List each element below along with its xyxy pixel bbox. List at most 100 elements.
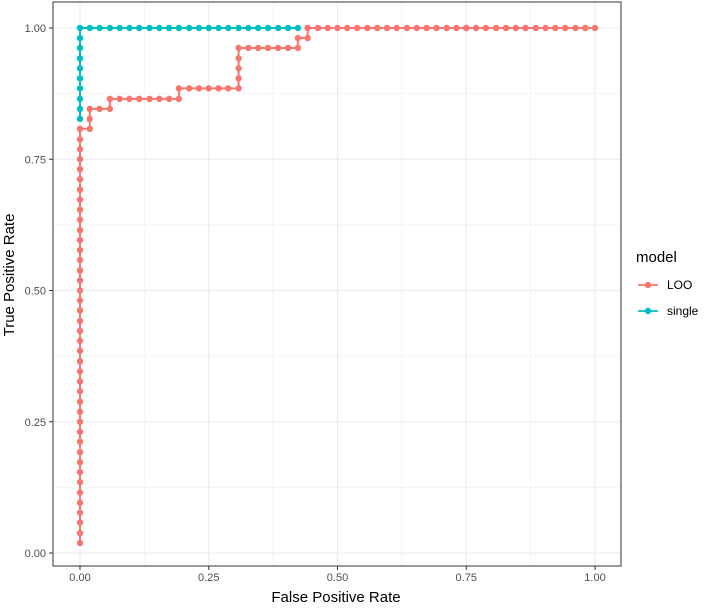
data-point-loo — [582, 24, 589, 32]
data-point-loo — [76, 509, 84, 516]
data-point-loo — [146, 95, 153, 103]
data-point-loo — [156, 95, 163, 103]
data-point-loo — [245, 44, 252, 52]
data-point-loo — [76, 136, 84, 143]
data-point-loo — [76, 438, 84, 445]
data-point-loo — [254, 44, 262, 52]
data-point-loo — [175, 85, 183, 92]
data-point-loo — [86, 125, 93, 132]
data-point-loo — [165, 95, 173, 103]
data-point-loo — [76, 317, 84, 325]
data-point-loo — [76, 256, 84, 264]
data-point-loo — [76, 368, 84, 375]
data-point-loo — [532, 24, 539, 32]
data-point-loo — [383, 24, 391, 32]
data-point-loo — [225, 85, 232, 92]
data-point-loo — [215, 85, 222, 92]
data-point-single — [76, 85, 84, 92]
data-point-loo — [76, 539, 84, 547]
data-point-loo — [393, 24, 400, 32]
data-point-loo — [443, 24, 450, 32]
data-point-loo — [552, 24, 559, 32]
data-point-single — [76, 55, 84, 62]
data-point-loo — [502, 24, 510, 32]
data-point-loo — [185, 85, 193, 92]
data-point-loo — [235, 85, 242, 92]
data-point-loo — [76, 398, 84, 405]
data-point-single — [264, 24, 272, 32]
x-tick-label: 0.50 — [327, 572, 348, 584]
data-point-loo — [136, 95, 143, 103]
data-point-loo — [205, 85, 212, 92]
plot-panel — [53, 2, 621, 566]
data-point-loo — [561, 24, 569, 32]
data-point-loo — [106, 105, 114, 113]
data-point-loo — [294, 34, 302, 42]
data-point-single — [76, 115, 84, 123]
data-point-single — [136, 24, 143, 32]
data-point-single — [76, 24, 84, 32]
data-point-single — [284, 24, 292, 32]
data-point-loo — [76, 156, 84, 163]
data-point-loo — [472, 24, 480, 32]
data-point-single — [146, 24, 153, 32]
data-point-loo — [86, 115, 93, 123]
data-point-loo — [76, 196, 84, 203]
data-point-single — [126, 24, 133, 32]
data-point-loo — [373, 24, 381, 32]
data-point-loo — [334, 24, 341, 32]
data-point-loo — [195, 85, 203, 92]
data-point-single — [76, 95, 84, 103]
data-point-loo — [413, 24, 421, 32]
data-point-loo — [76, 418, 84, 425]
data-point-single — [106, 24, 114, 32]
legend-key-point-single — [644, 307, 652, 315]
data-point-loo — [175, 95, 183, 103]
data-point-single — [185, 24, 193, 32]
data-point-loo — [76, 408, 84, 415]
data-point-loo — [76, 277, 84, 284]
data-point-single — [76, 44, 84, 52]
data-point-loo — [235, 65, 242, 72]
data-point-single — [76, 65, 84, 72]
data-point-loo — [76, 378, 84, 385]
series-loo — [76, 24, 599, 547]
x-tick-label: 0.75 — [456, 572, 477, 584]
y-tick-label: 1.00 — [25, 23, 46, 35]
legend-title: model — [636, 249, 677, 266]
data-point-loo — [324, 24, 331, 32]
data-point-loo — [76, 125, 84, 132]
data-point-loo — [76, 458, 84, 466]
data-point-single — [76, 34, 84, 42]
x-tick-label: 1.00 — [584, 572, 605, 584]
data-point-loo — [76, 449, 84, 456]
y-axis-title: True Positive Rate — [1, 214, 18, 337]
series-single — [76, 24, 302, 123]
data-point-single — [86, 24, 93, 32]
x-tick-label: 0.00 — [69, 572, 90, 584]
data-point-loo — [76, 297, 84, 304]
data-point-loo — [126, 95, 133, 103]
data-point-loo — [76, 519, 84, 526]
data-point-single — [275, 24, 282, 32]
x-axis-title: False Positive Rate — [271, 589, 400, 606]
y-tick-label: 0.00 — [25, 548, 46, 560]
data-point-single — [96, 24, 103, 32]
data-point-single — [215, 24, 222, 32]
data-point-single — [76, 105, 84, 113]
data-point-single — [76, 75, 84, 82]
data-point-loo — [116, 95, 123, 103]
data-point-single — [175, 24, 183, 32]
data-point-loo — [76, 246, 84, 254]
data-point-loo — [76, 388, 84, 395]
y-tick-label: 0.25 — [25, 417, 46, 429]
y-tick-label: 0.75 — [25, 154, 46, 166]
data-point-loo — [353, 24, 361, 32]
data-point-single — [205, 24, 212, 32]
data-point-loo — [512, 24, 519, 32]
axes-layer: 0.00 0.25 0.50 0.75 1.00 0.00 0.25 0.50 0.75 1.00 — [25, 1, 622, 584]
data-point-loo — [76, 186, 84, 193]
data-point-loo — [76, 267, 84, 274]
legend-key-point-loo — [644, 281, 652, 289]
data-point-single — [225, 24, 232, 32]
